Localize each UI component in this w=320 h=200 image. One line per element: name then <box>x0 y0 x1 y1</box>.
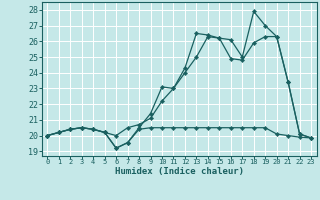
X-axis label: Humidex (Indice chaleur): Humidex (Indice chaleur) <box>115 167 244 176</box>
